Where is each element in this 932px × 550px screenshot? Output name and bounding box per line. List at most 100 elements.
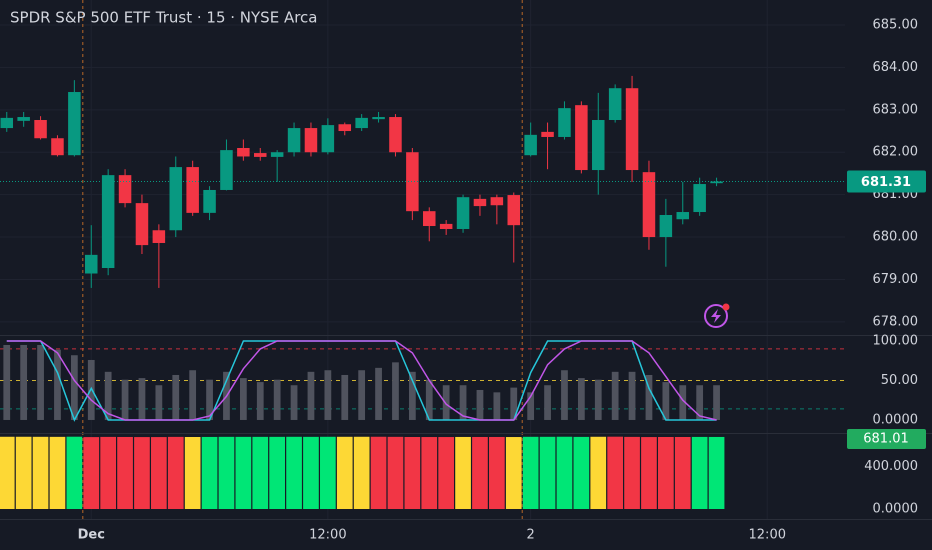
candle-body <box>237 147 250 157</box>
column <box>624 436 640 510</box>
candle-body <box>642 172 656 238</box>
y-tick-label: 685.00 <box>873 18 919 33</box>
column <box>15 436 32 510</box>
candle-body <box>270 152 284 157</box>
y-tick-label: 0.0000 <box>873 412 919 427</box>
column <box>100 436 117 510</box>
candle-body <box>406 152 419 212</box>
line <box>6 340 717 421</box>
bar <box>3 344 11 420</box>
candle-body <box>101 175 115 268</box>
candle-body <box>507 195 521 226</box>
bar <box>37 344 44 420</box>
column <box>387 436 404 510</box>
column <box>134 437 150 510</box>
bar <box>493 392 501 420</box>
candle-body <box>524 134 537 156</box>
column <box>438 437 455 510</box>
bar <box>408 371 416 420</box>
column <box>336 436 353 510</box>
bar <box>20 344 28 420</box>
bar <box>594 379 602 420</box>
x-tick-label: 2 <box>527 528 535 543</box>
candle-body <box>85 254 98 274</box>
y-tick-label: 683.00 <box>873 102 919 117</box>
column <box>641 437 657 510</box>
last-price-box <box>847 170 926 193</box>
candle-body <box>135 203 149 246</box>
column <box>320 436 336 510</box>
bar <box>172 374 180 420</box>
candle-body <box>592 120 605 171</box>
column <box>303 436 319 510</box>
candle-body <box>693 184 706 213</box>
x-tick-label: Dec <box>78 528 105 543</box>
y-tick-label: 50.00 <box>881 373 918 388</box>
candle-body <box>608 88 622 121</box>
candle-body <box>575 105 588 171</box>
y-tick-label: 100.00 <box>873 334 919 349</box>
column <box>167 436 184 510</box>
bar <box>206 379 213 420</box>
column <box>269 436 286 510</box>
last-value-box <box>847 428 926 449</box>
column <box>117 436 133 510</box>
column <box>49 436 66 510</box>
bar <box>189 370 197 420</box>
x-tick-label: 12:00 <box>749 528 786 543</box>
candle-body <box>423 211 436 227</box>
column <box>66 436 83 510</box>
alert-icon[interactable] <box>704 303 730 328</box>
column <box>674 436 691 510</box>
bar <box>239 378 247 420</box>
bar <box>442 385 450 420</box>
bar <box>544 385 551 420</box>
column <box>472 436 488 510</box>
bar <box>476 389 484 420</box>
column <box>489 436 505 510</box>
column <box>32 436 49 510</box>
column <box>83 437 100 510</box>
column <box>235 436 252 510</box>
candle-body <box>625 88 639 171</box>
column <box>353 436 370 510</box>
candle-body <box>51 138 64 156</box>
candle-body <box>169 167 183 231</box>
candle-body <box>220 150 233 190</box>
candle-body <box>34 120 47 139</box>
y-tick-label: 400.000 <box>864 459 918 474</box>
bar <box>70 355 78 420</box>
bar <box>611 371 619 420</box>
candle-body <box>186 167 199 213</box>
bar <box>290 385 298 420</box>
x-tick-label: 12:00 <box>309 528 346 543</box>
column <box>252 436 269 510</box>
column <box>573 436 590 510</box>
candle-body <box>321 125 335 153</box>
candle-body <box>473 198 487 207</box>
bar <box>54 349 61 420</box>
bar <box>713 385 720 420</box>
column <box>556 436 573 510</box>
column <box>505 437 522 510</box>
candle-body <box>676 212 690 220</box>
grid <box>0 0 845 519</box>
column <box>421 437 438 510</box>
bar <box>645 374 653 420</box>
bar <box>307 371 315 420</box>
chart-title: SPDR S&P 500 ETF Trust · 15 · NYSE Arca <box>10 9 318 27</box>
bar <box>104 371 112 420</box>
bar <box>628 371 636 420</box>
bar <box>459 385 467 420</box>
column <box>522 436 539 510</box>
bar <box>392 362 399 420</box>
column <box>590 436 607 510</box>
bar <box>527 392 535 420</box>
column <box>455 436 471 510</box>
y-tick-label: 0.0000 <box>873 502 919 517</box>
bar <box>273 379 281 420</box>
bar <box>155 385 163 420</box>
y-tick-label: 682.00 <box>873 145 919 160</box>
candle-body <box>355 117 368 129</box>
